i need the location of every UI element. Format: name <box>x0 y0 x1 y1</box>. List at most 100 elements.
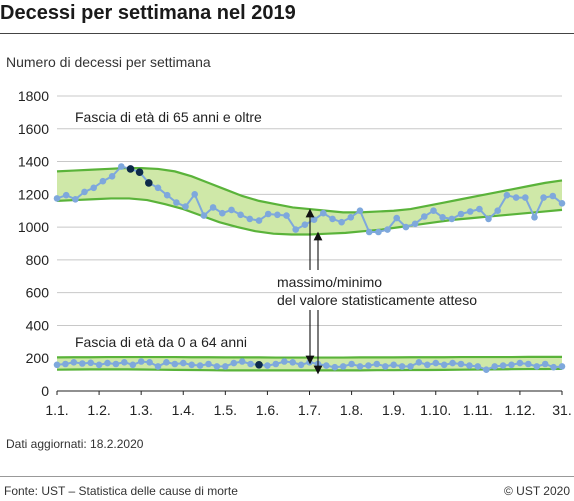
data-point <box>118 163 125 170</box>
data-point <box>62 360 69 368</box>
data-point <box>448 215 456 223</box>
x-tick-label: 1.8. <box>340 402 363 418</box>
copyright-note: © UST 2020 <box>504 484 570 498</box>
data-point <box>449 359 456 367</box>
data-point <box>390 361 398 369</box>
data-point <box>182 203 189 210</box>
data-point <box>503 191 511 199</box>
data-point <box>558 363 566 370</box>
data-point <box>112 360 120 368</box>
data-point <box>246 215 254 223</box>
data-point <box>375 228 382 236</box>
data-point <box>323 362 330 369</box>
data-point <box>339 363 347 370</box>
data-point <box>407 363 414 370</box>
data-point <box>421 213 428 220</box>
axes: 0 200 400 600 800 1000 1200 1400 1600 1800 1.1. 1.2… <box>18 88 572 418</box>
data-point <box>494 207 502 214</box>
data-point <box>466 208 474 215</box>
data-point <box>79 360 86 367</box>
expected-band-area <box>57 168 562 235</box>
data-point <box>99 177 107 185</box>
x-tick-label: 1.12. <box>504 402 535 418</box>
chart-subtitle: Numero di decessi per settimana <box>6 54 211 70</box>
data-point <box>540 194 547 201</box>
data-point <box>533 363 541 370</box>
data-point <box>72 196 79 203</box>
x-tick-label: 1.4. <box>172 402 195 418</box>
data-point <box>365 362 372 369</box>
data-point <box>173 199 180 206</box>
data-point <box>549 192 557 200</box>
data-point <box>154 363 162 370</box>
data-point <box>191 191 198 198</box>
data-point <box>62 191 70 199</box>
y-tick-label: 400 <box>26 317 50 333</box>
data-point <box>301 221 309 228</box>
data-point <box>439 214 446 221</box>
data-point <box>432 359 440 367</box>
x-tick-label: 1.6. <box>256 402 279 418</box>
y-tick-label: 1800 <box>18 88 49 104</box>
data-point <box>163 191 171 199</box>
data-point <box>476 205 483 213</box>
y-tick-label: 1200 <box>18 186 49 202</box>
data-point <box>338 218 345 226</box>
label-bounds-line2: del valore statisticamente atteso <box>277 292 477 308</box>
x-tick-label: 1.10. <box>420 402 451 418</box>
data-point <box>137 358 145 365</box>
data-point <box>272 360 280 368</box>
data-point <box>213 363 221 370</box>
data-point <box>415 359 423 366</box>
y-tick-label: 0 <box>41 383 49 399</box>
data-point <box>121 359 128 366</box>
title-divider <box>0 33 574 34</box>
x-tick-label: 31. <box>552 402 571 418</box>
x-tick-label: 1.11. <box>463 402 493 418</box>
data-point <box>297 361 305 369</box>
data-point <box>104 359 111 367</box>
chart-canvas: 0 200 400 600 800 1000 1200 1400 1600 1800 1.1. 1.2… <box>18 88 572 418</box>
data-point <box>188 361 195 369</box>
x-tick-label: 1.5. <box>214 402 237 418</box>
data-point <box>222 363 229 370</box>
data-point <box>264 362 271 369</box>
data-point <box>180 359 187 367</box>
y-tick-label: 600 <box>26 285 50 301</box>
data-point <box>281 358 288 365</box>
data-point <box>424 361 431 369</box>
data-point <box>87 359 94 367</box>
data-point <box>499 362 507 369</box>
data-point <box>398 363 406 370</box>
data-point <box>129 361 137 369</box>
data-point <box>558 200 566 207</box>
data-point <box>329 215 336 223</box>
data-point <box>255 217 263 224</box>
data-point <box>384 226 391 233</box>
data-point <box>310 216 318 223</box>
data-point <box>525 360 532 368</box>
data-point <box>508 361 515 369</box>
x-tick-label: 1.3. <box>129 402 152 418</box>
data-point <box>70 359 78 366</box>
data-point <box>347 214 355 221</box>
data-point <box>550 363 557 371</box>
data-point <box>237 211 244 219</box>
data-point <box>474 363 482 370</box>
data-point <box>53 361 61 369</box>
data-point <box>531 214 538 221</box>
data-point <box>466 362 473 369</box>
x-tick-label: 1.7. <box>298 402 321 418</box>
footer-divider <box>0 476 574 477</box>
data-point <box>163 359 170 366</box>
y-tick-label: 1600 <box>18 121 49 137</box>
x-tick-label: 1.9. <box>382 402 405 418</box>
data-point <box>264 210 272 218</box>
highlight-point <box>126 165 135 173</box>
x-tick-label: 1.1. <box>45 402 68 418</box>
data-point <box>356 363 364 370</box>
highlight-point <box>255 361 263 369</box>
data-point <box>516 359 524 367</box>
data-point <box>356 207 364 214</box>
label-group-0-64: Fascia di età da 0 a 64 anni <box>75 334 247 350</box>
